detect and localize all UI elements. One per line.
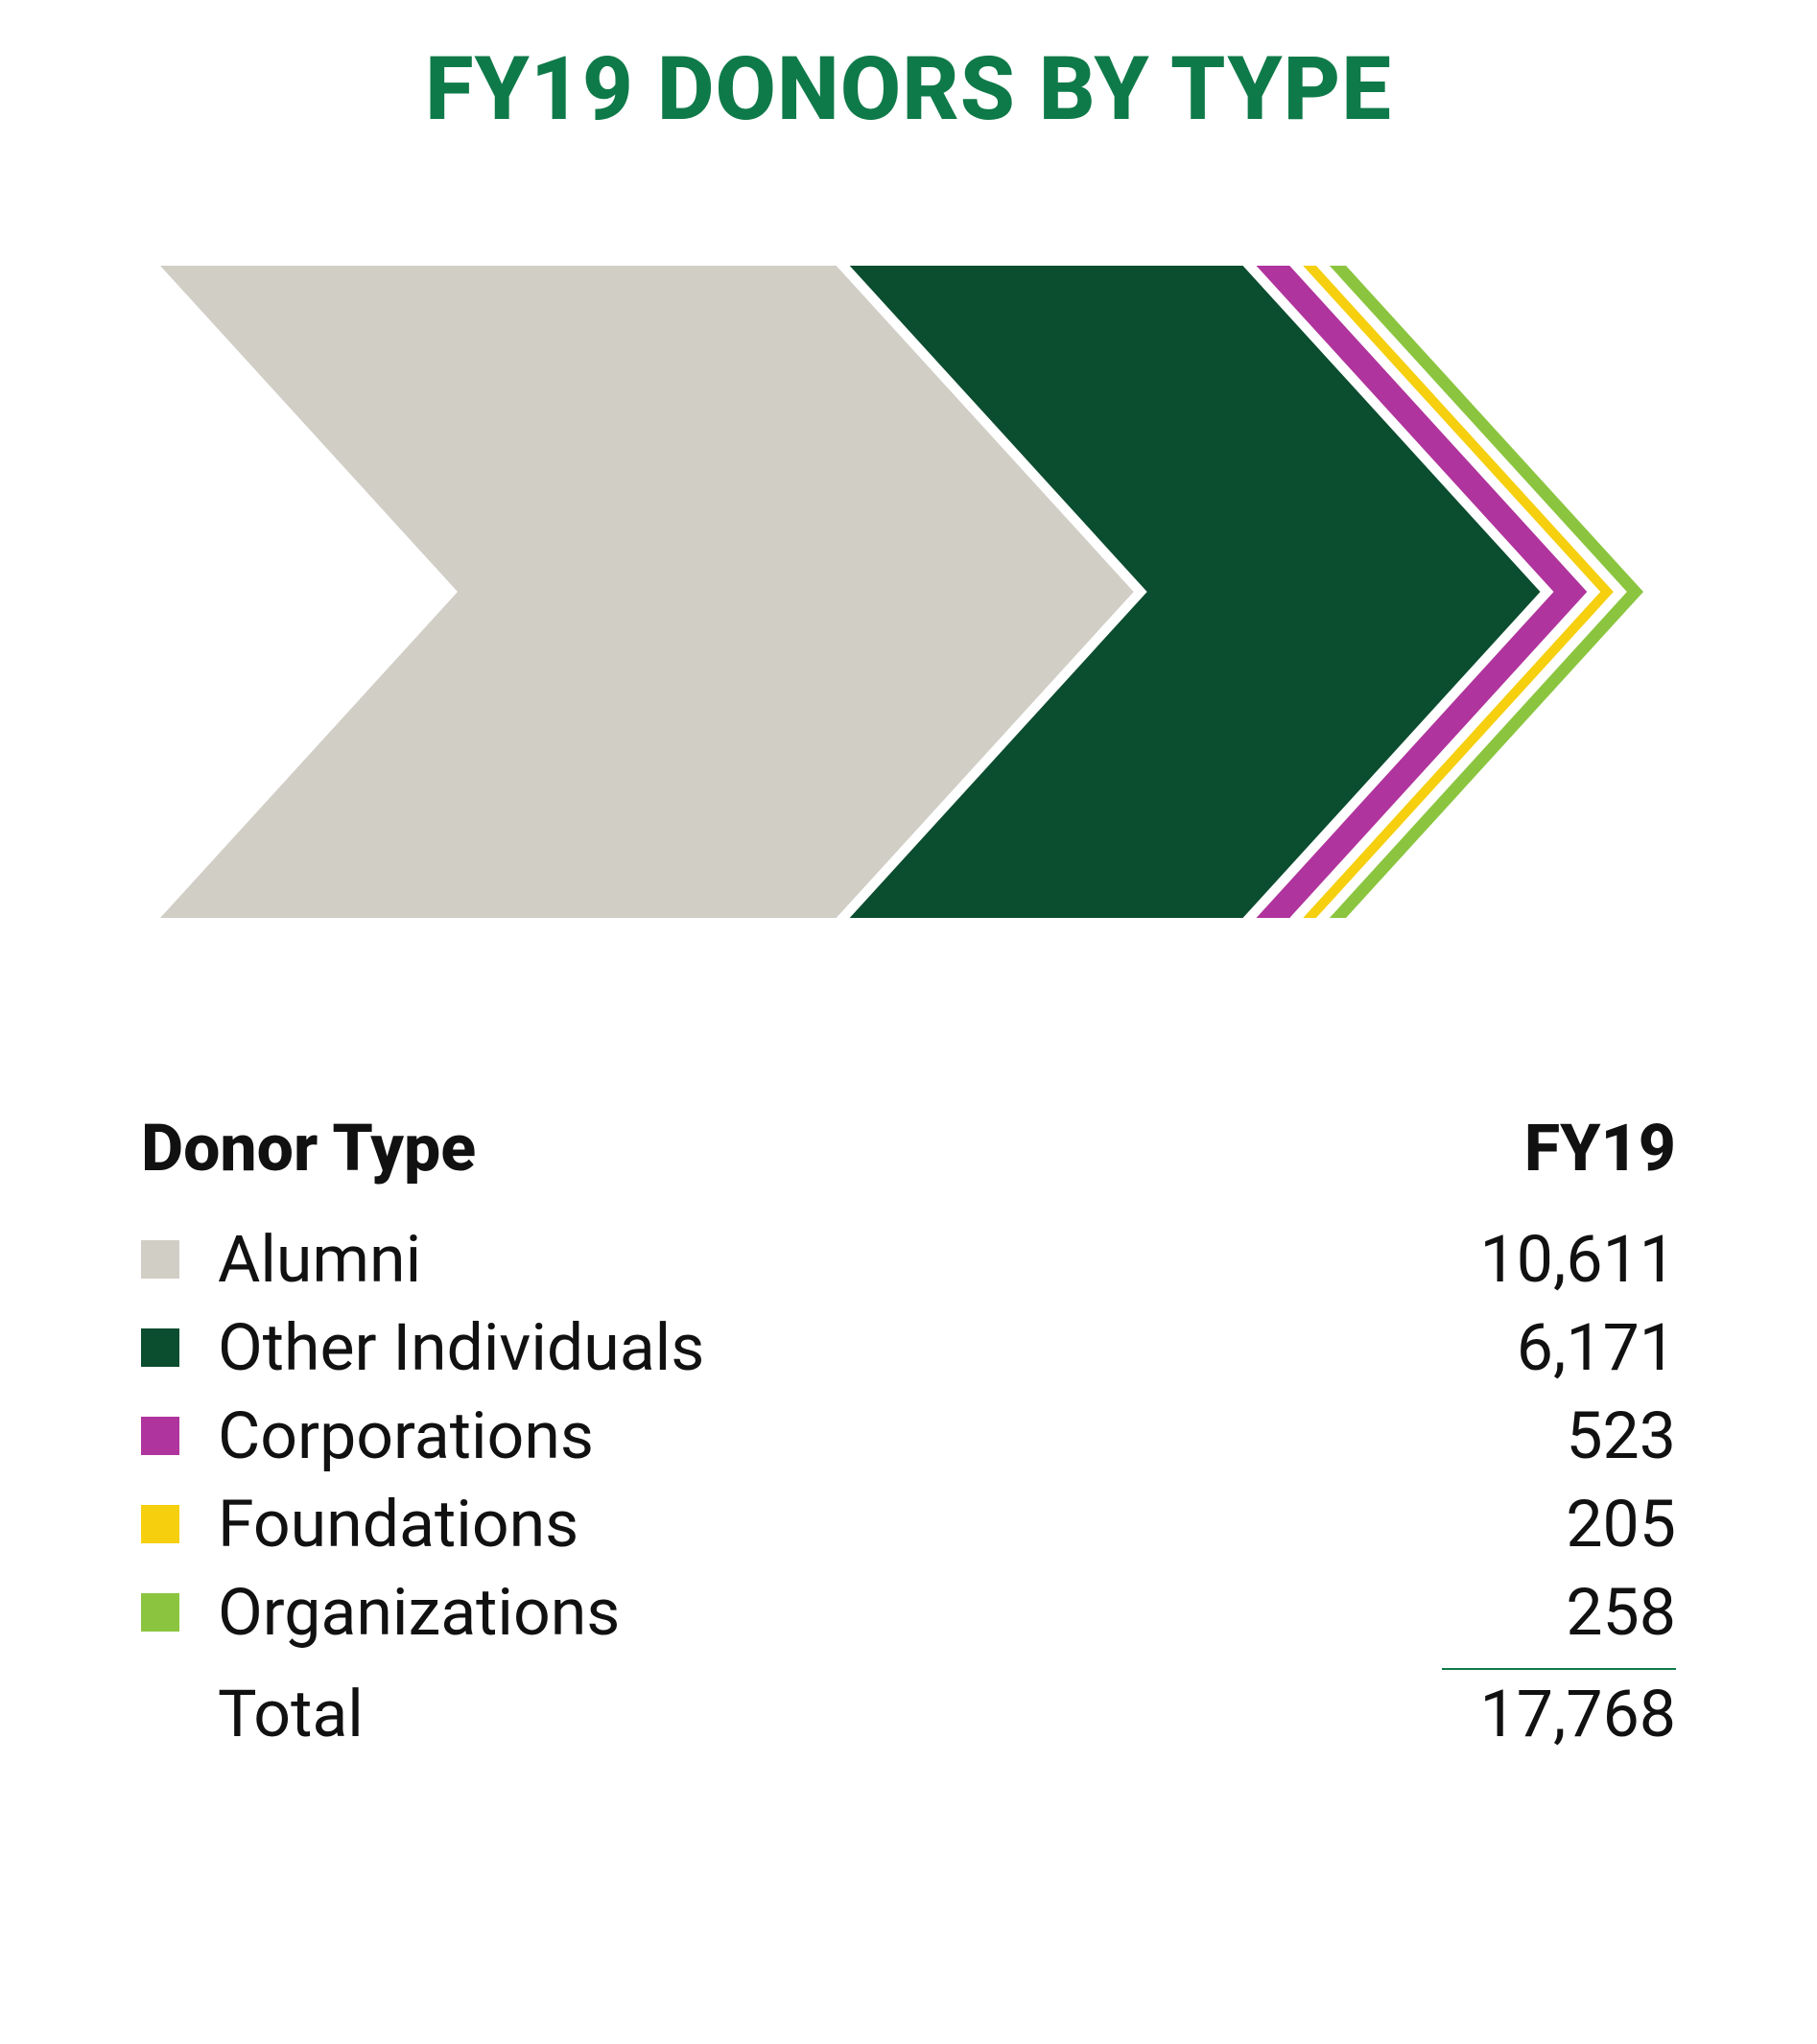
chevron-chart <box>160 266 1657 918</box>
table-cell-label: Organizations <box>218 1574 620 1651</box>
table-row: Other Individuals 6,171 <box>141 1309 1676 1386</box>
total-value: 17,768 <box>1446 1676 1676 1752</box>
table-header-row: Donor Type FY19 <box>141 1110 1676 1186</box>
page-title: FY19 DONORS BY TYPE <box>77 38 1740 141</box>
table-body: Alumni 10,611 Other Individuals 6,171 Corpor… <box>141 1221 1676 1651</box>
table-cell-left: Alumni <box>141 1221 421 1298</box>
table-row: Alumni 10,611 <box>141 1221 1676 1298</box>
total-indent <box>141 1695 179 1733</box>
table-total-row: Total 17,768 <box>141 1676 1676 1752</box>
table-cell-value: 258 <box>1446 1574 1676 1651</box>
table-cell-label: Alumni <box>218 1221 421 1298</box>
table-cell-value: 523 <box>1446 1398 1676 1474</box>
legend-swatch <box>141 1593 179 1632</box>
table-cell-left: Corporations <box>141 1398 594 1474</box>
table-cell-value: 205 <box>1446 1486 1676 1562</box>
legend-swatch <box>141 1505 179 1543</box>
table-row: Foundations 205 <box>141 1486 1676 1562</box>
table-cell-left: Other Individuals <box>141 1309 704 1386</box>
table-cell-label: Other Individuals <box>218 1309 704 1386</box>
legend-swatch <box>141 1417 179 1455</box>
table-row: Corporations 523 <box>141 1398 1676 1474</box>
chevron-chart-container <box>77 266 1740 918</box>
legend-swatch <box>141 1328 179 1367</box>
total-rule <box>1442 1668 1676 1670</box>
legend-swatch <box>141 1240 179 1279</box>
table-cell-left: Organizations <box>141 1574 620 1651</box>
table-header-right: FY19 <box>1524 1110 1676 1186</box>
table-cell-value: 6,171 <box>1446 1309 1676 1386</box>
table-cell-label: Corporations <box>218 1398 594 1474</box>
total-label: Total <box>218 1676 364 1752</box>
table-row: Organizations 258 <box>141 1574 1676 1651</box>
table-header-left: Donor Type <box>141 1110 476 1186</box>
donor-table: Donor Type FY19 Alumni 10,611 Other Indivi… <box>141 1110 1676 1752</box>
total-label-cell: Total <box>141 1676 364 1752</box>
table-cell-value: 10,611 <box>1446 1221 1676 1298</box>
table-cell-left: Foundations <box>141 1486 578 1562</box>
table-cell-label: Foundations <box>218 1486 578 1562</box>
